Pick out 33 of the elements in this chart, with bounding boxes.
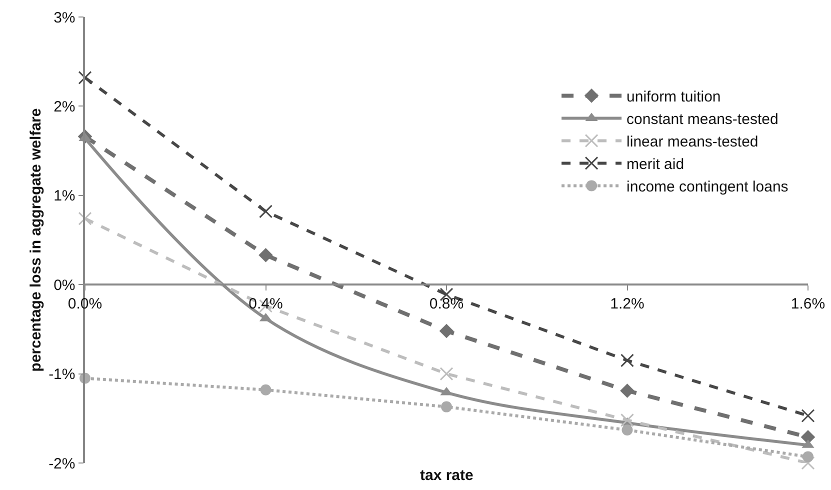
y-tick-label: -2% xyxy=(48,455,76,472)
x-tick-label: 0.8% xyxy=(429,295,464,312)
x-tick-label: 0.0% xyxy=(68,295,102,312)
point xyxy=(78,70,92,84)
legend-label: merit aid xyxy=(626,156,684,174)
point xyxy=(259,204,272,218)
point xyxy=(620,354,634,368)
y-tick-label: 0% xyxy=(54,276,76,294)
point xyxy=(260,384,272,396)
x-tick-label: 1.2% xyxy=(610,295,644,312)
y-tick-label: 3% xyxy=(54,9,76,26)
point xyxy=(441,401,452,412)
x-tick-label: 0.4% xyxy=(248,295,283,312)
point xyxy=(440,367,454,381)
point xyxy=(620,384,634,398)
y-tick-label: 1% xyxy=(54,188,76,205)
point xyxy=(258,248,273,262)
point xyxy=(622,424,633,436)
y-axis-title: percentage loss in aggregate welfare xyxy=(27,108,44,372)
point xyxy=(620,413,634,427)
point xyxy=(801,408,815,422)
x-tick-label: 1.6% xyxy=(790,295,826,312)
y-tick-label: 2% xyxy=(54,98,76,116)
x-axis-title: tax rate xyxy=(420,467,474,484)
y-tick-label: -1% xyxy=(48,366,76,384)
legend-label: linear means-tested xyxy=(626,134,758,151)
point xyxy=(802,451,814,462)
point xyxy=(439,324,454,338)
point xyxy=(801,456,815,470)
legend-label: constant means-tested xyxy=(626,111,778,128)
point xyxy=(78,212,92,226)
legend-label: income contingent loans xyxy=(626,178,788,196)
legend-label: uniform tuition xyxy=(626,88,721,106)
